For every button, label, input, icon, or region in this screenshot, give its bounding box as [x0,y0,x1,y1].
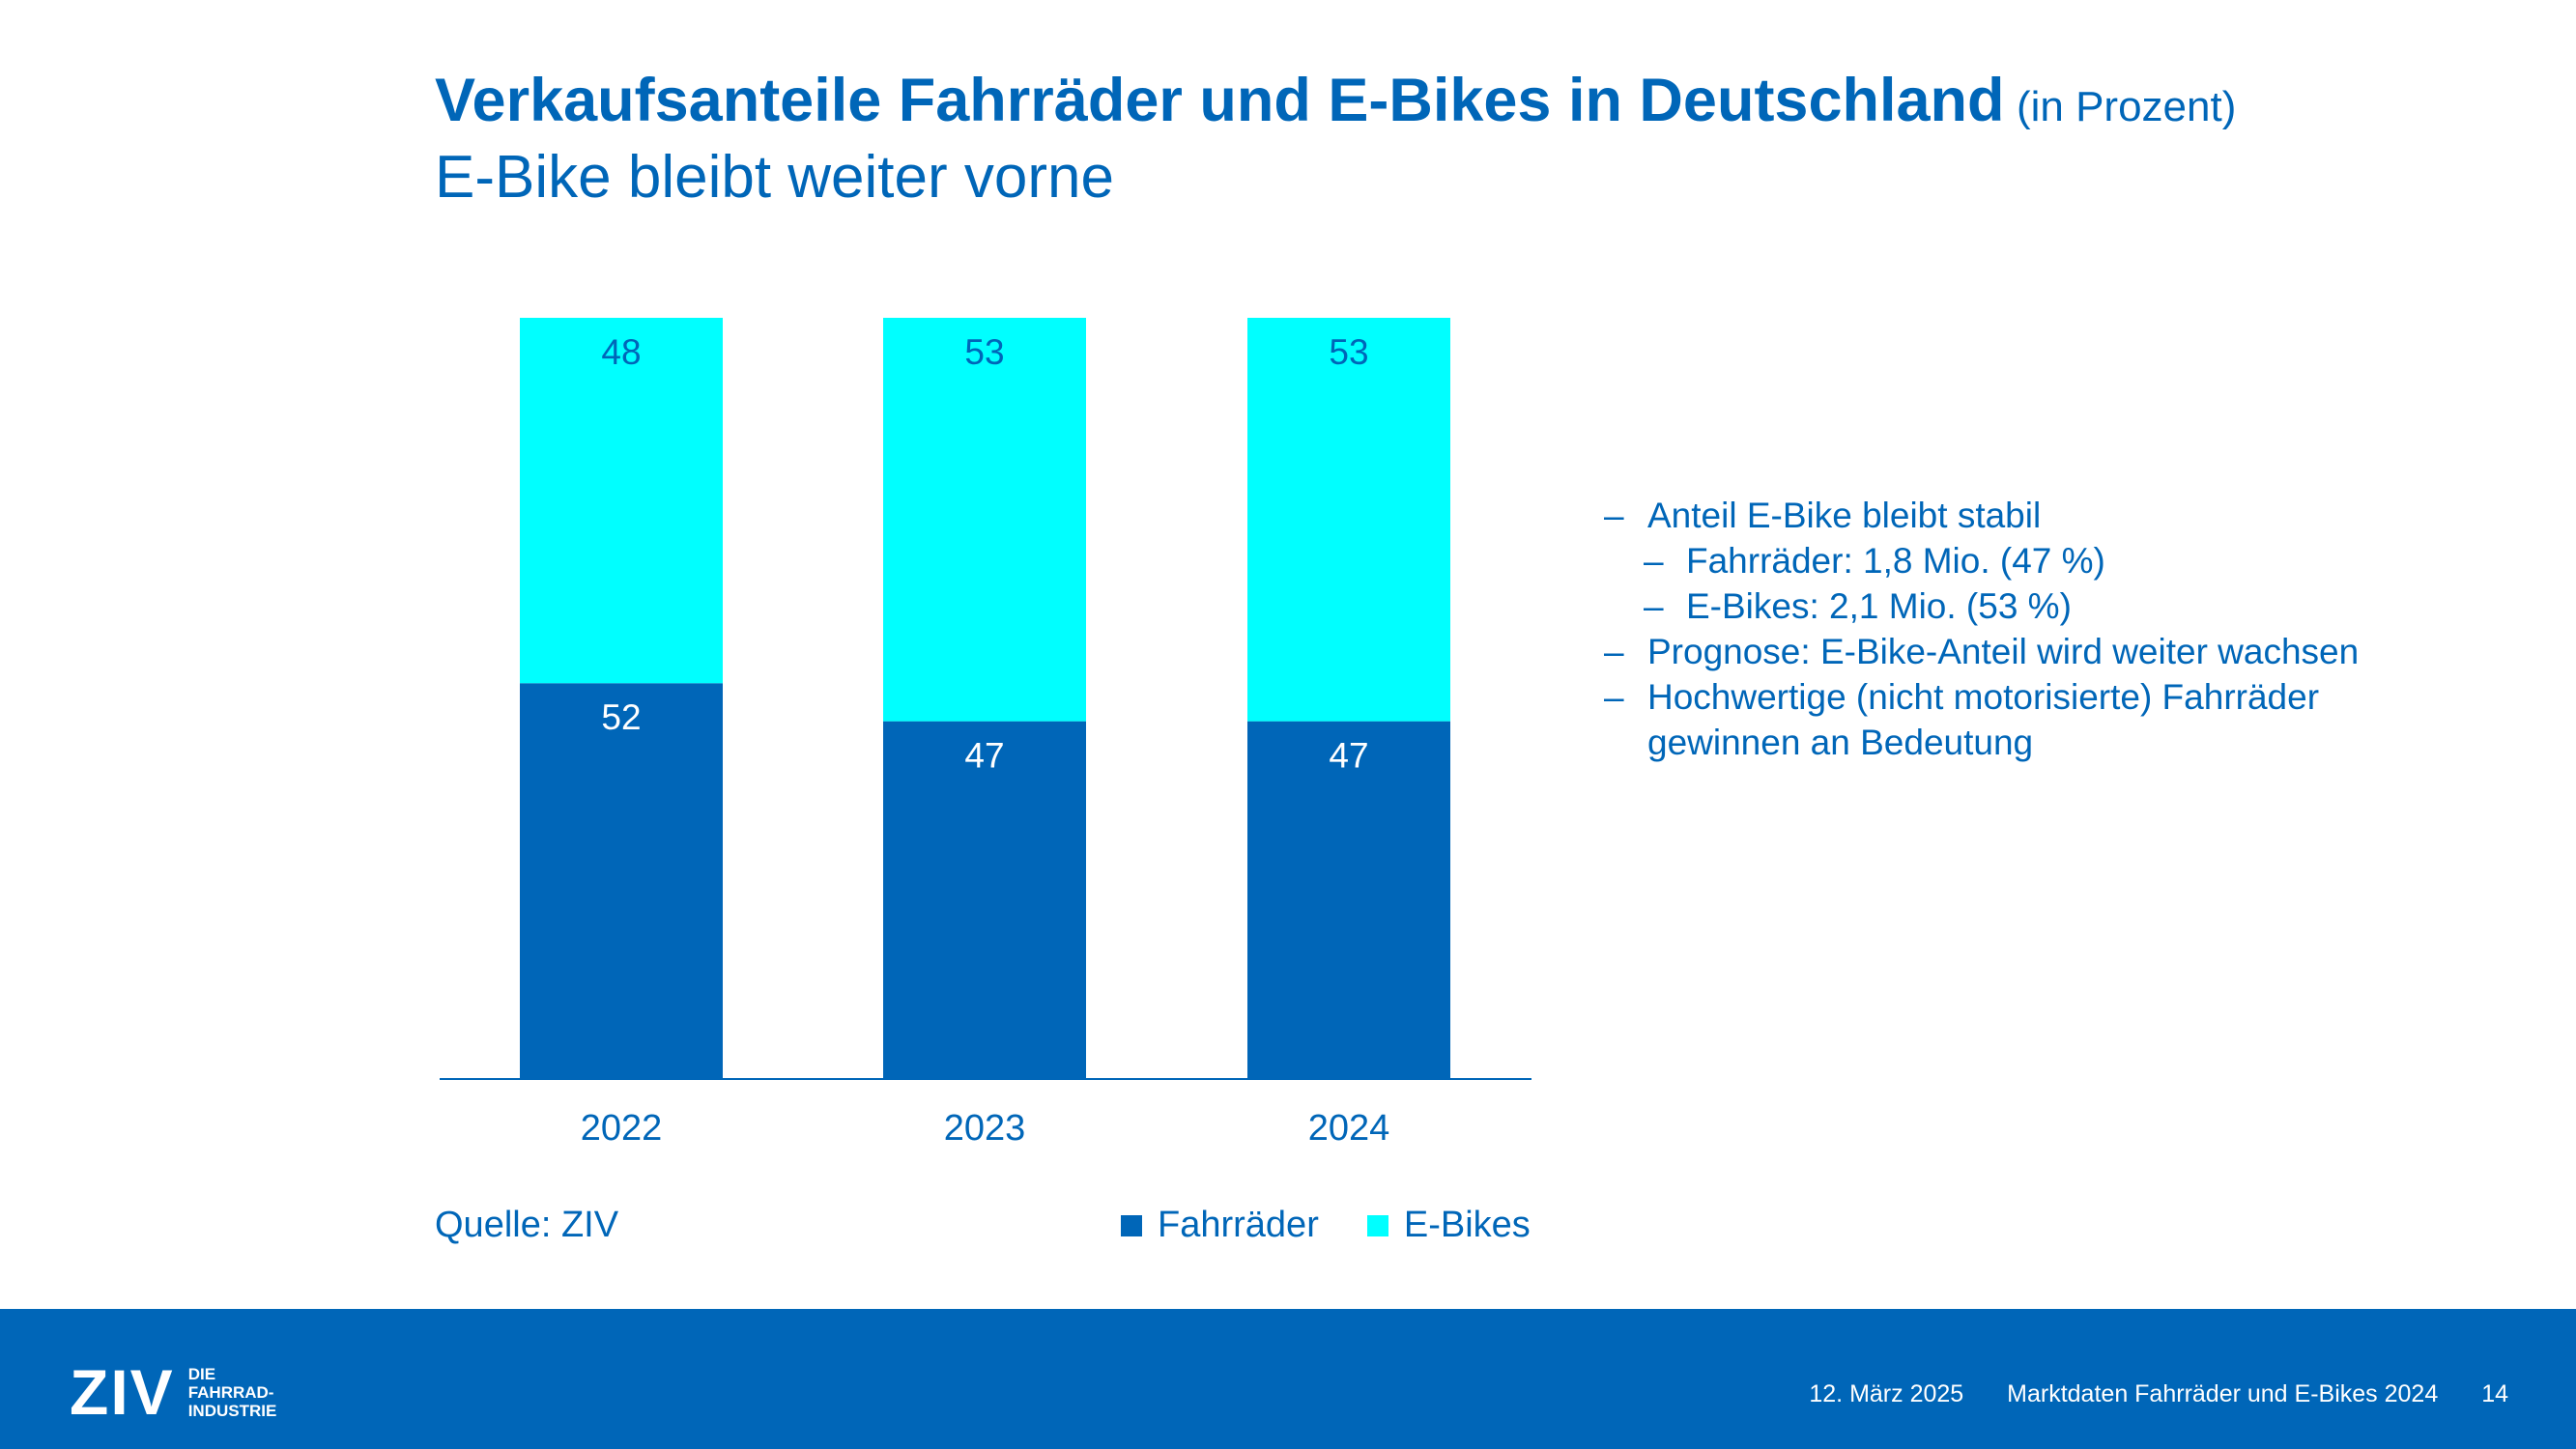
logo-tagline-line: FAHRRAD- [187,1382,274,1402]
bullet-dash: – [1604,496,1624,535]
data-label-e-bikes-2022: 48 [601,332,641,372]
bar-e-bikes-2023 [883,318,1086,722]
bar-e-bikes-2022 [520,318,723,684]
bullet-dash: – [1604,677,1624,717]
legend-swatch-fahrraeder [1121,1214,1142,1236]
bullet-continuation: gewinnen an Bedeutung [1604,720,2359,765]
bullet-text: Hochwertige (nicht motorisierte) Fahrräd… [1647,677,2320,717]
logo-wordmark: ZIV [70,1356,175,1428]
x-tick-label-2022: 2022 [581,1108,663,1149]
legend-item-fahrraeder: Fahrräder [1121,1205,1319,1246]
footer-bar: ZIV DIE FAHRRAD- INDUSTRIE 12. März 2025… [0,1309,2576,1449]
data-label-fahrraeder-2023: 47 [964,736,1004,776]
slide-subtitle: E-Bike bleibt weiter vorne [435,144,1114,211]
x-tick-label-2024: 2024 [1308,1108,1390,1149]
title-main: Verkaufsanteile Fahrräder und E-Bikes in… [435,67,2005,134]
legend-swatch-ebikes [1366,1214,1388,1236]
legend-label-ebikes: E-Bikes [1403,1205,1531,1245]
bullet-dash: – [1604,632,1624,671]
bullet-item: – Prognose: E-Bike-Anteil wird weiter wac… [1604,629,2359,674]
data-label-e-bikes-2023: 53 [964,332,1004,372]
bullet-text: gewinnen an Bedeutung [1647,723,2034,762]
page-number: 14 [2481,1380,2508,1407]
sub-bullet-item: – Fahrräder: 1,8 Mio. (47 %) [1604,538,2359,583]
data-label-fahrraeder-2022: 52 [601,697,641,737]
legend-label-fahrraeder: Fahrräder [1158,1205,1319,1245]
slide-title: Verkaufsanteile Fahrräder und E-Bikes in… [435,66,2236,135]
logo-tagline: DIE FAHRRAD- INDUSTRIE [188,1365,277,1420]
bullet-dash: – [1644,586,1664,626]
footer-date: 12. März 2025 [1809,1380,1964,1407]
bar-fahrraeder-2022 [520,683,723,1079]
x-tick-label-2023: 2023 [944,1108,1026,1149]
bar-fahrraeder-2024 [1247,721,1450,1079]
data-label-e-bikes-2024: 53 [1329,332,1368,372]
footer-meta: 12. März 2025 Marktdaten Fahrräder und E… [1772,1380,2508,1408]
bullet-text: E-Bikes: 2,1 Mio. (53 %) [1686,586,2072,626]
bullet-text: Anteil E-Bike bleibt stabil [1647,496,2042,535]
bullet-text: Fahrräder: 1,8 Mio. (47 %) [1686,541,2105,581]
chart-legend: Fahrräder E-Bikes [1121,1205,1579,1246]
title-unit: (in Prozent) [2016,83,2237,130]
sub-bullet-item: – E-Bikes: 2,1 Mio. (53 %) [1604,583,2359,629]
data-label-fahrraeder-2024: 47 [1329,736,1368,776]
logo-tagline-line: INDUSTRIE [187,1401,277,1420]
ziv-logo: ZIV DIE FAHRRAD- INDUSTRIE [70,1355,276,1429]
bullet-item: – Anteil E-Bike bleibt stabil [1604,493,2359,538]
bar-fahrraeder-2023 [883,721,1086,1079]
logo-tagline-line: DIE [187,1364,216,1383]
source-note: Quelle: ZIV [435,1205,619,1245]
bullet-item: – Hochwertige (nicht motorisierte) Fahrrä… [1604,674,2359,720]
bullet-text: Prognose: E-Bike-Anteil wird weiter wach… [1647,632,2360,671]
stacked-bar-chart: 52 48 2022 47 53 2023 47 53 2024 [440,318,1531,1149]
footer-doc-title: Marktdaten Fahrräder und E-Bikes 2024 [2007,1380,2439,1407]
bullet-dash: – [1644,541,1664,581]
legend-item-ebikes: E-Bikes [1366,1205,1531,1246]
bullet-list: – Anteil E-Bike bleibt stabil – Fahrräder:… [1604,493,2359,765]
bar-e-bikes-2024 [1247,318,1450,722]
